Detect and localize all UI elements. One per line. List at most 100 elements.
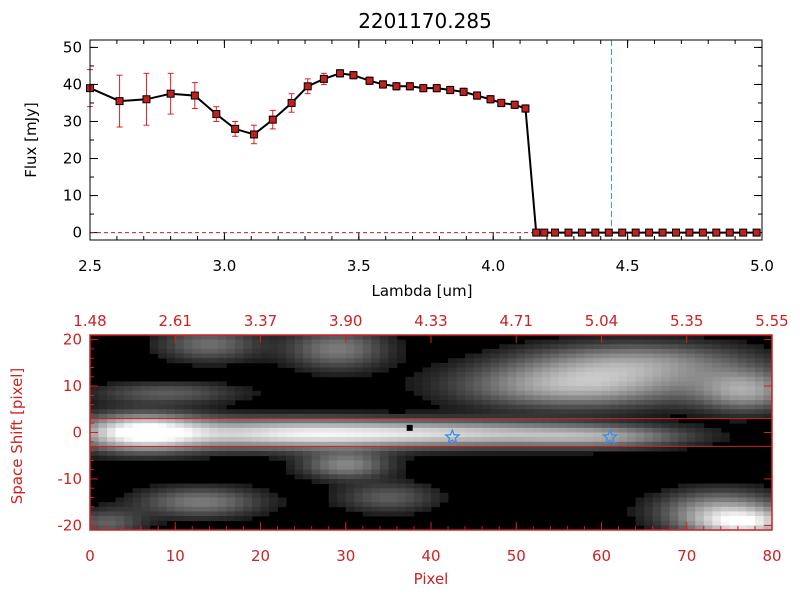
- image-pixel: [379, 492, 389, 498]
- image-pixel: [311, 446, 321, 452]
- image-pixel: [328, 335, 338, 341]
- image-pixel: [311, 432, 321, 438]
- image-pixel: [217, 451, 227, 457]
- image-pixel: [695, 372, 705, 378]
- image-pixel: [98, 502, 108, 508]
- image-pixel: [754, 516, 764, 522]
- image-pixel: [448, 441, 457, 447]
- image-pixel: [260, 492, 270, 498]
- image-pixel: [226, 418, 236, 424]
- image-pixel: [533, 358, 543, 364]
- image-pixel: [149, 395, 159, 401]
- image-pixel: [737, 358, 747, 364]
- image-pixel: [669, 511, 679, 517]
- image-pixel: [115, 506, 125, 512]
- image-pixel: [550, 339, 560, 345]
- image-pixel: [644, 511, 654, 517]
- image-pixel: [431, 362, 440, 368]
- image-pixel: [763, 497, 773, 503]
- image-pixel: [507, 427, 517, 433]
- image-pixel: [328, 469, 338, 475]
- image-pixel: [763, 395, 773, 401]
- image-pixel: [720, 362, 730, 368]
- image-pixel: [541, 381, 551, 387]
- image-pixel: [499, 386, 509, 392]
- image-pixel: [413, 372, 423, 378]
- image-pixel: [294, 418, 304, 424]
- image-pixel: [729, 390, 739, 396]
- image-pixel: [98, 437, 108, 443]
- image-pixel: [226, 511, 236, 517]
- image-pixel: [362, 427, 372, 433]
- image-pixel: [669, 418, 679, 424]
- image-pixel: [499, 441, 509, 447]
- image-pixel: [567, 381, 577, 387]
- image-pixel: [533, 413, 543, 419]
- image-pixel: [183, 400, 193, 406]
- image-pixel: [669, 381, 679, 387]
- image-pixel: [234, 418, 244, 424]
- image-pixel: [703, 520, 713, 526]
- image-pixel: [149, 427, 159, 433]
- image-pixel: [251, 502, 261, 508]
- image-pixel: [192, 348, 202, 354]
- image-pixel: [362, 418, 372, 424]
- image-y-tick-label: 10: [63, 377, 82, 395]
- image-pixel: [720, 492, 730, 498]
- image-pixel: [541, 348, 551, 354]
- image-pixel: [354, 478, 364, 484]
- image-pixel: [200, 418, 210, 424]
- image-pixel: [354, 460, 364, 466]
- image-pixel: [575, 390, 585, 396]
- image-pixel: [294, 427, 304, 433]
- image-pixel: [243, 492, 253, 498]
- image-pixel: [354, 465, 364, 471]
- image-pixel: [550, 418, 560, 424]
- image-pixel: [311, 437, 321, 443]
- image-pixel: [345, 483, 355, 489]
- image-pixel: [354, 506, 364, 512]
- image-pixel: [712, 506, 722, 512]
- image-pixel: [550, 362, 560, 368]
- image-pixel: [260, 409, 270, 415]
- image-pixel: [413, 390, 423, 396]
- image-pixel: [286, 427, 296, 433]
- image-pixel: [183, 446, 193, 452]
- image-pixel: [175, 488, 185, 494]
- image-pixel: [209, 511, 219, 517]
- image-pixel: [635, 348, 645, 354]
- image-pixel: [678, 427, 688, 433]
- image-pixel: [226, 400, 236, 406]
- image-pixel: [200, 358, 210, 364]
- image-pixel: [695, 413, 705, 419]
- image-pixel: [584, 367, 594, 373]
- image-pixel: [90, 418, 99, 424]
- image-pixel: [592, 367, 602, 373]
- image-pixel: [166, 497, 176, 503]
- image-pixel: [132, 409, 142, 415]
- image-pixel: [567, 335, 577, 341]
- image-pixel: [345, 451, 355, 457]
- image-pixel: [635, 437, 645, 443]
- image-pixel: [226, 423, 236, 429]
- image-pixel: [149, 455, 159, 461]
- image-pixel: [524, 376, 534, 382]
- image-pixel: [652, 502, 662, 508]
- image-pixel: [618, 353, 628, 359]
- image-pixel: [175, 395, 185, 401]
- image-pixel: [456, 427, 466, 433]
- image-pixel: [396, 427, 406, 433]
- image-pixel: [516, 362, 526, 368]
- image-pixel: [243, 488, 253, 494]
- image-pixel: [371, 348, 381, 354]
- image-pixel: [584, 451, 594, 457]
- image-pixel: [320, 367, 330, 373]
- image-pixel: [465, 395, 475, 401]
- spectrum-data-point: [473, 91, 482, 100]
- image-pixel: [234, 437, 244, 443]
- image-pixel: [575, 437, 585, 443]
- image-pixel: [311, 367, 321, 373]
- image-pixel: [175, 492, 185, 498]
- image-pixel: [234, 386, 244, 392]
- image-pixel: [695, 502, 705, 508]
